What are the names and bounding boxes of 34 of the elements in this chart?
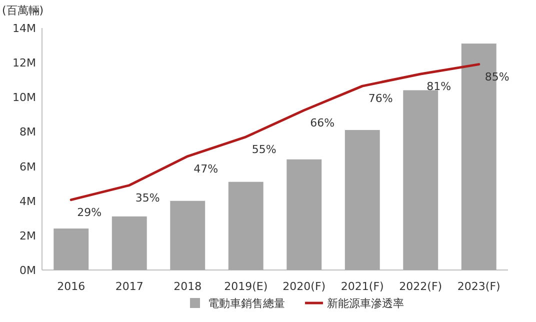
x-tick-label: 2020(F) (282, 280, 326, 293)
data-label: 55% (252, 142, 276, 156)
bar (286, 159, 322, 270)
y-tick-label: 8M (20, 126, 36, 139)
y-tick-label: 4M (20, 194, 36, 208)
data-label: 29% (77, 206, 102, 219)
bar (54, 228, 89, 270)
y-tick-label: 12M (12, 56, 36, 70)
bar (403, 90, 438, 270)
data-label: 76% (368, 92, 393, 106)
data-label: 66% (310, 116, 335, 130)
y-tick-label: 2M (20, 229, 36, 242)
y-tick-label: 0M (20, 264, 36, 277)
data-label: 35% (135, 191, 160, 204)
y-tick-label: 14M (12, 22, 36, 35)
y-axis-title: (百萬輛) (2, 4, 44, 17)
x-tick-label: 2017 (115, 280, 144, 293)
x-tick-label: 2021(F) (340, 280, 384, 293)
y-tick-label: 6M (20, 160, 36, 174)
legend-label: 新能源車滲透率 (327, 297, 404, 310)
x-tick-label: 2016 (57, 280, 86, 293)
bar (344, 130, 380, 270)
x-tick-label: 2019(E) (224, 280, 268, 293)
data-label: 81% (426, 80, 452, 93)
bar (112, 216, 147, 270)
data-label: 47% (194, 162, 218, 176)
x-tick-label: 2023(F) (457, 280, 500, 293)
x-tick-label: 2018 (174, 280, 202, 293)
legend-label: 電動車銷售總量 (208, 297, 285, 310)
bar (170, 200, 206, 270)
y-tick-label: 10M (12, 91, 36, 104)
x-tick-label: 2022(F) (399, 280, 442, 293)
data-label: 85% (484, 70, 510, 84)
bar (228, 182, 264, 270)
